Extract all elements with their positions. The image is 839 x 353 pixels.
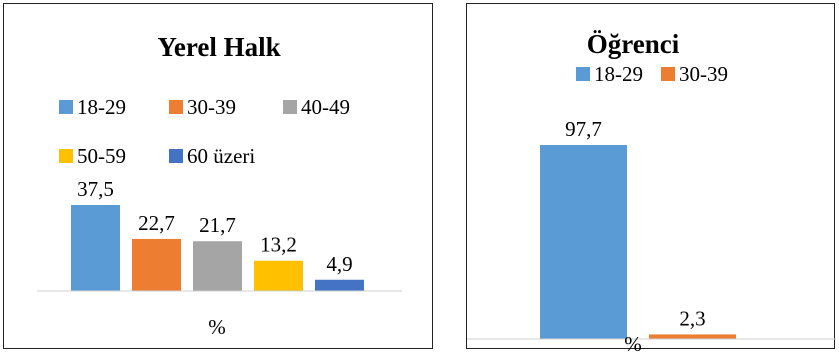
bar [315,279,364,291]
data-label: 2,3 [679,306,705,330]
legend-label: 60 üzeri [187,144,255,168]
chart-panel-yerel-halk: Yerel Halk 18-29 30-39 40-49 50-59 60 üzeri … [3,3,433,349]
bar [254,260,303,291]
legend-swatch [283,100,297,114]
data-label: 21,7 [199,213,236,237]
data-label: 4,9 [326,252,352,276]
legend-label: 18-29 [594,62,643,86]
legend-label: 50-59 [77,144,126,168]
bars: 97,7 2,3 [540,117,736,339]
data-label: 22,7 [138,211,175,235]
x-axis-label: % [624,332,642,353]
bar [649,334,736,339]
bar [71,205,120,291]
legend-swatch [59,149,73,163]
legend-label: 30-39 [679,62,728,86]
legend: 18-29 30-39 40-49 50-59 60 üzeri [59,95,350,168]
chart-title: Öğrenci [587,29,680,59]
chart-ogrenci: Öğrenci 18-29 30-39 97,7 2,3 % [467,29,836,353]
legend-label: 40-49 [301,95,350,119]
legend-swatch [169,149,183,163]
chart-panel-ogrenci: Öğrenci 18-29 30-39 97,7 2,3 % [466,3,836,353]
chart-title: Yerel Halk [157,32,280,62]
bar [193,241,242,291]
legend-label: 30-39 [187,95,236,119]
legend-label: 18-29 [77,95,126,119]
legend-swatch [169,100,183,114]
data-label: 13,2 [260,233,297,257]
data-label: 37,5 [77,177,114,201]
x-axis-label: % [208,315,226,339]
legend-swatch [576,67,590,81]
data-label: 97,7 [565,117,602,141]
legend-swatch [661,67,675,81]
bar [540,145,627,339]
legend: 18-29 30-39 [576,62,728,86]
bar [132,238,181,291]
bars: 37,5 22,7 21,7 13,2 4,9 [71,177,364,291]
legend-swatch [59,100,73,114]
